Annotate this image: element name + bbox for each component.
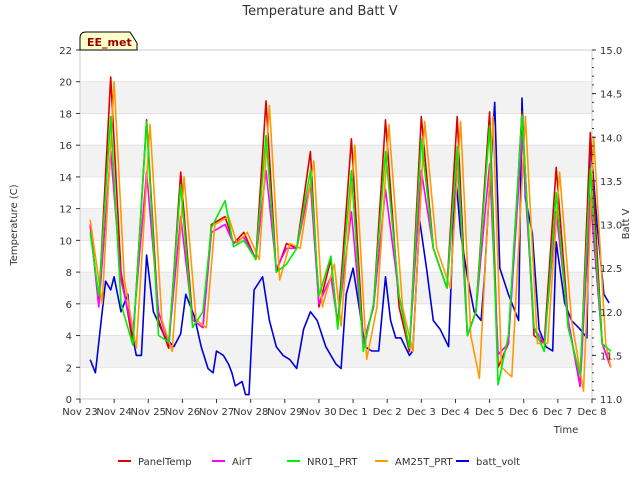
x-tick-label: Dec 7 — [543, 407, 572, 418]
x-tick-label: Nov 27 — [199, 407, 234, 418]
x-tick-label: Dec 6 — [509, 407, 538, 418]
chart-title: Temperature and Batt V — [241, 4, 397, 19]
y-tick-label: 20 — [59, 78, 72, 89]
x-tick-label: Dec 5 — [475, 407, 504, 418]
y-tick-label: 18 — [59, 109, 72, 120]
y2-axis-label: Batt V — [621, 208, 632, 239]
y-tick-label: 12 — [59, 205, 72, 216]
annotation-text: EE_met — [87, 36, 132, 49]
grid-band — [80, 240, 592, 273]
x-tick-label: Dec 8 — [578, 407, 607, 418]
series-line-airt — [89, 134, 612, 388]
x-tick-label: Nov 24 — [96, 407, 131, 418]
y-axis-label: Temperature (C) — [9, 184, 20, 266]
annotation-box — [79, 31, 138, 51]
y2-tick-label: 12.0 — [600, 308, 622, 319]
y-tick-label: 14 — [59, 173, 72, 184]
x-tick-label: Dec 3 — [407, 407, 436, 418]
grid-band — [80, 208, 592, 241]
ee-met-annotation: EE_met — [79, 31, 138, 51]
y2-tick-label: 14.5 — [600, 90, 622, 101]
y-tick-label: 8 — [66, 268, 72, 279]
grid-band — [80, 50, 592, 82]
y2-tick-label: 14.0 — [600, 133, 622, 144]
x-tick-label: Nov 23 — [62, 407, 97, 418]
x-tick-label: Nov 30 — [301, 407, 336, 418]
y-tick-label: 22 — [59, 46, 72, 57]
x-tick-label: Dec 1 — [339, 407, 368, 418]
grid-band — [80, 176, 592, 209]
x-axis-label: Time — [553, 425, 578, 436]
legend: PanelTemp AirT NR01_PRT AM25T_PRT batt_volt — [118, 457, 520, 468]
grid-band — [80, 81, 592, 114]
grid-bands — [80, 50, 592, 400]
y-tick-label: 10 — [59, 236, 72, 247]
grid-band — [80, 113, 592, 146]
x-tick-label: Nov 25 — [131, 407, 166, 418]
legend-label-am25t-prt: AM25T_PRT — [395, 457, 454, 468]
legend-label-nr01-prt: NR01_PRT — [307, 457, 358, 468]
series-layer — [89, 76, 612, 396]
x-tick-label: Dec 2 — [373, 407, 402, 418]
y2-tick-label: 12.5 — [600, 264, 622, 275]
legend-label-paneltemp: PanelTemp — [138, 457, 192, 468]
grid-band — [80, 145, 592, 177]
y-tick-label: 0 — [66, 395, 72, 406]
x-tick-label: Dec 4 — [441, 407, 470, 418]
grid-band — [80, 367, 592, 399]
x-tick-label: Nov 26 — [165, 407, 200, 418]
series-line-nr01-prt — [89, 114, 612, 386]
y2-tick-label: 13.0 — [600, 221, 622, 232]
legend-label-batt-volt: batt_volt — [476, 457, 520, 468]
y2-tick-label: 13.5 — [600, 177, 622, 188]
y2-tick-label: 11.5 — [600, 351, 622, 362]
y2-tick-label: 15.0 — [600, 46, 622, 57]
y-tick-label: 6 — [66, 300, 72, 311]
x-tick-label: Nov 29 — [267, 407, 302, 418]
x-tick-label: Nov 28 — [233, 407, 268, 418]
y2-tick-label: 11.0 — [600, 395, 622, 406]
y-tick-label: 4 — [66, 332, 72, 343]
y-tick-label: 2 — [66, 363, 72, 374]
y-tick-label: 16 — [59, 141, 72, 152]
legend-label-airt: AirT — [232, 457, 253, 468]
grid-band — [80, 335, 592, 368]
axes: 0 2 4 6 8 10 12 14 16 18 20 22 11.0 11.5 12.0 12.5 13.0 1… — [59, 46, 622, 418]
